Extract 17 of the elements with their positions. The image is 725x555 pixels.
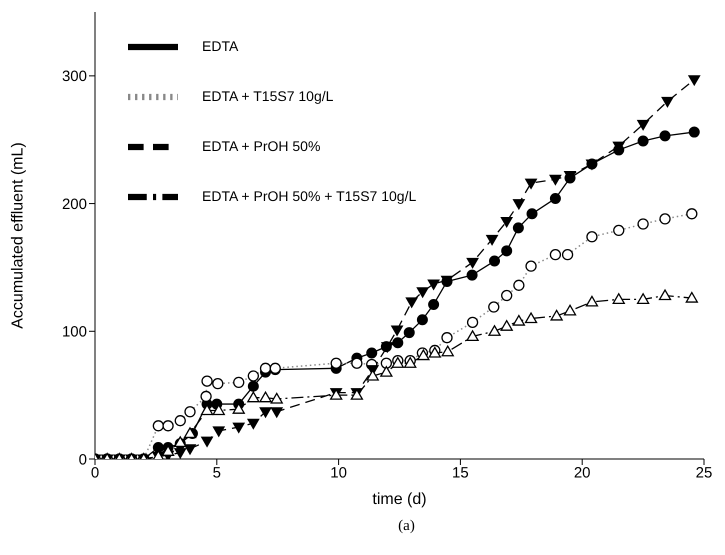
legend-label: EDTA + PrOH 50% bbox=[202, 138, 320, 154]
x-tick-label: 0 bbox=[90, 464, 100, 482]
y-tick-label: 100 bbox=[62, 324, 87, 341]
x-tick-label: 5 bbox=[212, 464, 221, 482]
x-tick-label: 25 bbox=[696, 464, 712, 482]
x-tick-label: 10 bbox=[330, 464, 347, 482]
legend-label: EDTA + T15S7 10g/L bbox=[202, 88, 334, 104]
legend-label: EDTA bbox=[202, 38, 238, 54]
legend-label: EDTA + PrOH 50% + T15S7 10g/L bbox=[202, 188, 416, 204]
text: (a) bbox=[397, 518, 416, 535]
x-axis-title: time (d) bbox=[372, 491, 427, 508]
y-tick-label: 300 bbox=[62, 68, 87, 86]
y-axis-title: Accumulated effluent (mL) bbox=[10, 142, 27, 329]
y-tick-label: 200 bbox=[62, 196, 87, 213]
x-tick-label: 20 bbox=[574, 464, 591, 482]
y-tick-label: 0 bbox=[78, 451, 87, 468]
x-tick-label: 15 bbox=[452, 464, 469, 482]
